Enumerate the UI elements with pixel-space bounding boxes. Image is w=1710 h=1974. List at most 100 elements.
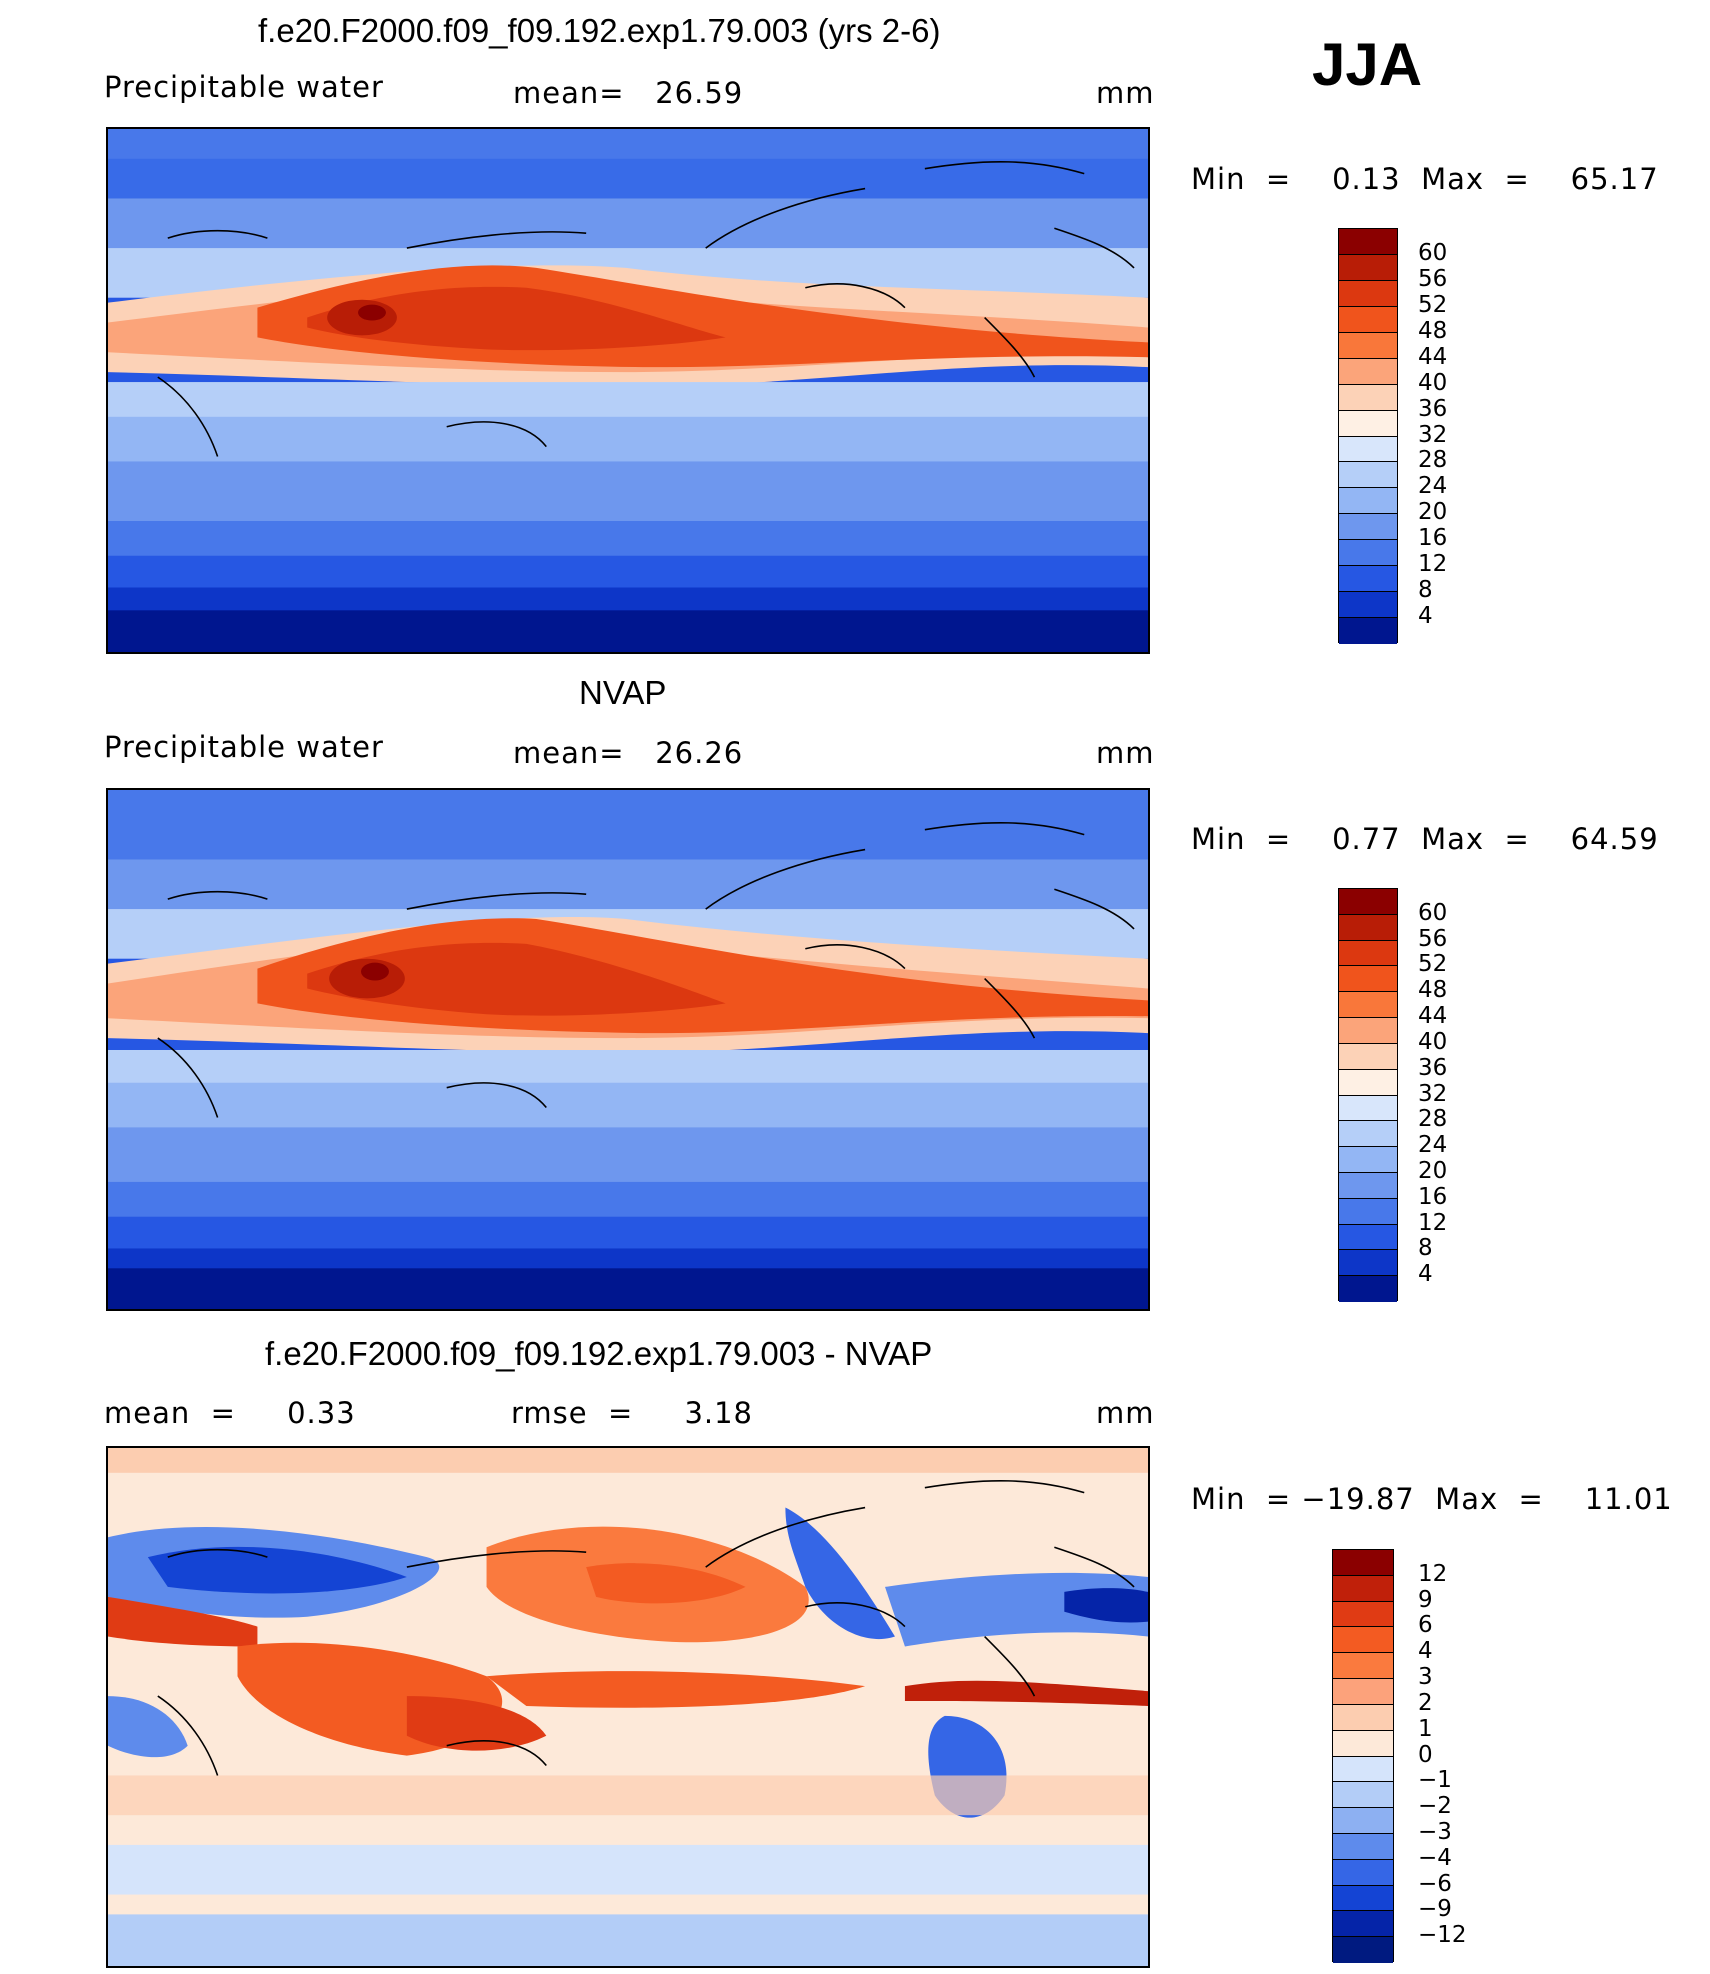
colorbar-tick-label: −9	[1418, 1896, 1452, 1923]
colorbar-swatch	[1339, 1224, 1397, 1251]
colorbar-swatch	[1339, 914, 1397, 941]
colorbar-swatch	[1333, 1937, 1393, 1963]
colorbar-swatch	[1339, 1018, 1397, 1044]
colorbar-swatch	[1339, 462, 1397, 489]
colorbar-tick-label: 32	[1418, 1080, 1448, 1107]
panel-3-minmax: Min = −19.87 Max = 11.01	[1191, 1482, 1673, 1516]
colorbar-swatch	[1333, 1704, 1393, 1731]
panel-1-field	[108, 129, 1148, 652]
colorbar-tick-label: 3	[1418, 1664, 1433, 1691]
colorbar-swatch	[1339, 592, 1397, 619]
colorbar-tick-label: 4	[1418, 603, 1433, 630]
colorbar-tick-label: 36	[1418, 395, 1448, 422]
panel-3-field	[108, 1448, 1148, 1966]
colorbar-tick-label: 44	[1418, 1003, 1448, 1030]
colorbar-swatch	[1333, 1575, 1393, 1602]
colorbar-tick-label: −2	[1418, 1793, 1452, 1820]
colorbar-swatch	[1339, 1276, 1397, 1302]
colorbar-swatch	[1339, 1198, 1397, 1225]
colorbar-swatch	[1333, 1550, 1393, 1576]
colorbar-swatch	[1339, 1043, 1397, 1070]
colorbar-swatch	[1339, 229, 1397, 255]
panel-2-map	[106, 788, 1150, 1311]
colorbar-tick-label: 0	[1418, 1741, 1433, 1768]
colorbar-swatch	[1339, 540, 1397, 567]
panel-1-mean: mean= 26.59	[513, 76, 744, 110]
panel-1-colorbar	[1338, 228, 1398, 644]
colorbar-tick-label: 48	[1418, 317, 1448, 344]
panel-1-minmax: Min = 0.13 Max = 65.17	[1191, 162, 1659, 196]
colorbar-tick-label: 12	[1418, 1560, 1448, 1587]
colorbar-tick-label: 28	[1418, 447, 1448, 474]
colorbar-swatch	[1339, 306, 1397, 333]
panel-2-mean: mean= 26.26	[513, 736, 744, 770]
colorbar-tick-label: 44	[1418, 343, 1448, 370]
colorbar-swatch	[1339, 488, 1397, 515]
colorbar-swatch	[1333, 1653, 1393, 1680]
panel-1-units: mm	[1096, 76, 1155, 110]
colorbar-swatch	[1339, 358, 1397, 385]
colorbar-tick-label: 1	[1418, 1715, 1433, 1742]
colorbar-swatch	[1333, 1885, 1393, 1912]
colorbar-tick-label: 28	[1418, 1106, 1448, 1133]
colorbar-tick-label: −12	[1418, 1922, 1467, 1949]
colorbar-tick-label: 20	[1418, 499, 1448, 526]
panel-2-units: mm	[1096, 736, 1155, 770]
colorbar-tick-label: 52	[1418, 951, 1448, 978]
colorbar-swatch	[1333, 1679, 1393, 1705]
colorbar-swatch	[1339, 618, 1397, 644]
colorbar-tick-label: 60	[1418, 239, 1448, 266]
colorbar-swatch	[1333, 1859, 1393, 1886]
colorbar-tick-label: 16	[1418, 1183, 1448, 1210]
colorbar-swatch	[1339, 514, 1397, 541]
colorbar-tick-label: 48	[1418, 977, 1448, 1004]
colorbar-swatch	[1339, 410, 1397, 437]
panel-3-title: f.e20.F2000.f09_f09.192.exp1.79.003 - NV…	[265, 1335, 933, 1372]
colorbar-tick-label: 40	[1418, 1028, 1448, 1055]
colorbar-tick-label: 56	[1418, 265, 1448, 292]
colorbar-tick-label: −4	[1418, 1844, 1452, 1871]
colorbar-tick-label: 20	[1418, 1157, 1448, 1184]
colorbar-swatch	[1333, 1782, 1393, 1809]
colorbar-tick-label: 36	[1418, 1054, 1448, 1081]
colorbar-swatch	[1339, 384, 1397, 411]
colorbar-tick-label: 9	[1418, 1586, 1433, 1613]
colorbar-swatch	[1339, 566, 1397, 593]
panel-3-units: mm	[1096, 1396, 1155, 1430]
panel-2-minmax: Min = 0.77 Max = 64.59	[1191, 822, 1659, 856]
colorbar-swatch	[1339, 332, 1397, 359]
colorbar-tick-label: 40	[1418, 369, 1448, 396]
colorbar-tick-label: 2	[1418, 1689, 1433, 1716]
panel-3-map	[106, 1446, 1150, 1968]
colorbar-tick-label: 4	[1418, 1638, 1433, 1665]
colorbar-tick-label: −3	[1418, 1818, 1452, 1845]
colorbar-swatch	[1333, 1833, 1393, 1860]
colorbar-swatch	[1339, 1147, 1397, 1173]
panel-1-title: f.e20.F2000.f09_f09.192.exp1.79.003 (yrs…	[258, 12, 941, 49]
colorbar-swatch	[1339, 889, 1397, 915]
colorbar-swatch	[1333, 1808, 1393, 1834]
colorbar-swatch	[1339, 1121, 1397, 1148]
colorbar-swatch	[1333, 1627, 1393, 1654]
colorbar-swatch	[1333, 1730, 1393, 1757]
colorbar-tick-label: 56	[1418, 925, 1448, 952]
colorbar-tick-label: 16	[1418, 525, 1448, 552]
panel-2-colorbar	[1338, 888, 1398, 1302]
colorbar-tick-label: 8	[1418, 1235, 1433, 1262]
colorbar-swatch	[1333, 1911, 1393, 1938]
panel-3-rmse: rmse = 3.18	[511, 1396, 754, 1430]
colorbar-swatch	[1339, 966, 1397, 993]
colorbar-tick-label: −1	[1418, 1767, 1452, 1794]
colorbar-swatch	[1339, 436, 1397, 463]
colorbar-tick-label: 8	[1418, 577, 1433, 604]
panel-2-title: NVAP	[579, 674, 667, 711]
colorbar-tick-label: 52	[1418, 291, 1448, 318]
panel-3-mean: mean = 0.33	[104, 1396, 356, 1430]
panel-3-colorbar	[1332, 1549, 1394, 1963]
colorbar-swatch	[1333, 1756, 1393, 1783]
colorbar-tick-label: 60	[1418, 899, 1448, 926]
panel-1-map	[106, 127, 1150, 654]
colorbar-swatch	[1339, 940, 1397, 967]
panel-2-field	[108, 790, 1148, 1309]
colorbar-swatch	[1339, 992, 1397, 1019]
